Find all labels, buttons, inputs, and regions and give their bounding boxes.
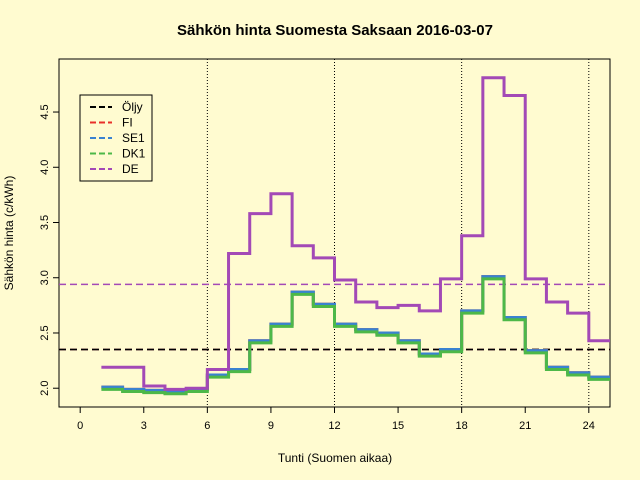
plot-area: 0 3 6 9 12 15 18 21 24 2.0 2.5 3.0 3.5 4.0 4.5 — [39, 58, 611, 432]
x-tick-label: 9 — [268, 420, 274, 432]
y-tick-label: 2.5 — [39, 325, 51, 340]
y-tick-label: 4.0 — [39, 160, 51, 175]
series-line-dk1 — [101, 277, 610, 396]
x-tick-label: 3 — [141, 420, 147, 432]
legend-label: DE — [122, 162, 139, 176]
x-tick-label: 21 — [519, 420, 531, 432]
legend-label: DK1 — [122, 147, 146, 161]
x-tick-label: 18 — [456, 420, 468, 432]
legend-label: SE1 — [122, 131, 145, 145]
y-tick-label: 3.0 — [39, 270, 51, 285]
legend-label: FI — [122, 116, 133, 130]
y-axis-label: Sähkön hinta (c/kWh) — [2, 176, 16, 291]
series-line-de — [101, 76, 610, 391]
y-tick-label: 4.5 — [39, 104, 51, 119]
x-tick-label: 0 — [77, 420, 83, 432]
x-tick-label: 24 — [583, 420, 595, 432]
x-tick-label: 12 — [328, 420, 340, 432]
y-tick-label: 3.5 — [39, 215, 51, 230]
x-tick-label: 15 — [392, 420, 404, 432]
y-tick-label: 2.0 — [39, 381, 51, 396]
legend-label: Öljy — [122, 100, 143, 114]
x-axis-label: Tunti (Suomen aikaa) — [278, 451, 392, 465]
chart-title: Sähkön hinta Suomesta Saksaan 2016-03-07 — [177, 22, 493, 39]
x-tick-label: 6 — [204, 420, 210, 432]
